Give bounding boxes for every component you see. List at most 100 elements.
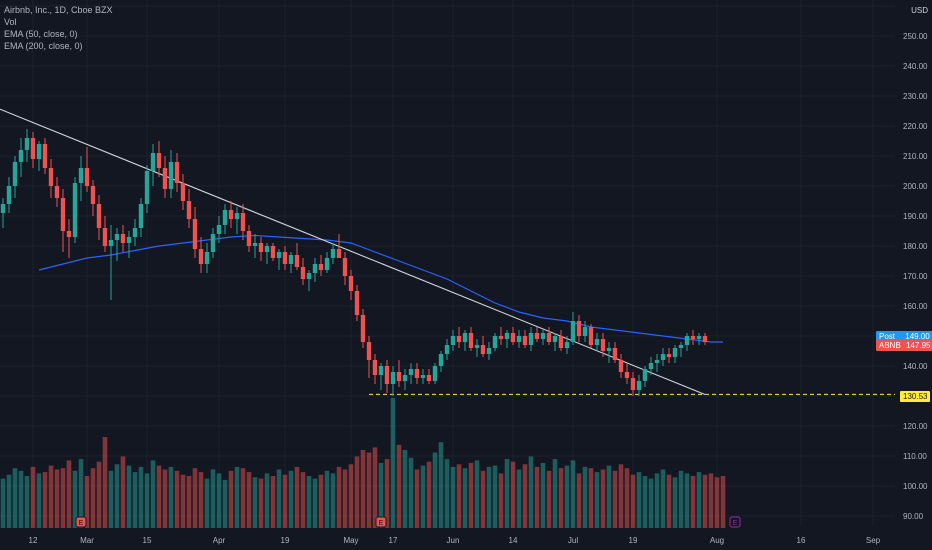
volume-bar <box>606 465 612 528</box>
candle <box>306 270 312 291</box>
candle-body <box>504 333 510 339</box>
candle <box>630 372 636 396</box>
candle <box>246 225 252 252</box>
time-tick-label: Mar <box>80 536 94 545</box>
price-tick-label: 250.00 <box>903 32 928 41</box>
candle <box>48 159 54 198</box>
volume-bar <box>96 461 102 528</box>
candle <box>336 234 342 258</box>
candle-body <box>330 249 336 258</box>
candle-body <box>702 336 708 342</box>
volume-bar <box>684 473 690 528</box>
volume-bar <box>324 470 330 528</box>
volume-bar <box>618 464 624 528</box>
candle <box>636 375 642 396</box>
candle-body <box>666 354 672 357</box>
volume-bar <box>288 470 294 528</box>
price-axis[interactable]: 250.00 240.00 230.00 220.00 210.00 200.00 190.… <box>895 0 932 550</box>
volume-bar <box>486 466 492 528</box>
time-axis[interactable]: 12Mar15Apr19May17Jun14Jul19Aug16Sep20 <box>0 530 932 550</box>
candle <box>156 141 162 177</box>
volume-bar <box>444 459 450 528</box>
volume-bar <box>558 468 564 528</box>
candle <box>522 330 528 348</box>
candle-body <box>630 378 636 390</box>
legend-ema200[interactable]: EMA (200, close, 0) <box>4 41 83 51</box>
price-tick-label: 190.00 <box>903 212 928 221</box>
candle-body <box>426 375 432 381</box>
support-price-tag: 130.53 <box>900 391 931 402</box>
candle-body <box>246 231 252 246</box>
candle-body <box>102 228 108 246</box>
candle-body <box>336 249 342 258</box>
candle <box>468 327 474 351</box>
volume-bar <box>126 465 132 528</box>
candle-body <box>468 333 474 348</box>
candle <box>642 366 648 387</box>
candle-body <box>516 336 522 342</box>
candle <box>678 342 684 357</box>
candle <box>408 363 414 384</box>
candle <box>444 339 450 360</box>
legend-vol[interactable]: Vol <box>4 17 17 27</box>
candle <box>186 189 192 228</box>
candle <box>546 327 552 345</box>
volume-bar <box>348 464 354 528</box>
candle-body <box>24 138 30 150</box>
volume-bar <box>84 476 90 528</box>
candle-body <box>456 336 462 342</box>
candle-body <box>42 144 48 168</box>
candle <box>180 174 186 210</box>
candle <box>252 234 258 258</box>
candle-body <box>144 171 150 204</box>
volume-bar <box>72 470 78 528</box>
candle <box>594 333 600 351</box>
volume-bar <box>420 465 426 528</box>
volume-bar <box>396 444 402 528</box>
symbol-title[interactable]: Airbnb, Inc., 1D, Cboe BZX <box>4 5 113 15</box>
candle <box>318 255 324 276</box>
volume-bar <box>540 463 546 528</box>
candle <box>138 198 144 237</box>
legend-ema50[interactable]: EMA (50, close, 0) <box>4 29 78 39</box>
candle-body <box>192 219 198 249</box>
trendline[interactable] <box>0 108 706 396</box>
volume-bar <box>42 472 48 528</box>
volume-bar <box>342 469 348 528</box>
volume-bar <box>612 470 618 528</box>
time-tick-label: 19 <box>629 536 638 545</box>
candle-body <box>60 198 66 231</box>
candle-body <box>678 345 684 348</box>
time-tick-label: 12 <box>29 536 38 545</box>
volume-bar <box>642 476 648 528</box>
price-tick-label: 240.00 <box>903 62 928 71</box>
volume-bar <box>270 476 276 528</box>
volume-bar <box>438 442 444 528</box>
price-tick-label: 170.00 <box>903 272 928 281</box>
volume-bar <box>588 468 594 528</box>
candle <box>504 330 510 348</box>
candle-body <box>420 375 426 378</box>
candle <box>90 180 96 216</box>
candle <box>150 144 156 186</box>
candle <box>492 333 498 351</box>
volume-bar <box>528 456 534 528</box>
candle <box>558 330 564 351</box>
candle <box>450 330 456 351</box>
support-value: 130.53 <box>903 392 928 401</box>
candle <box>696 333 702 345</box>
volume-bar <box>276 469 282 528</box>
candle <box>540 330 546 345</box>
candle-body <box>474 345 480 348</box>
candle-body <box>348 276 354 291</box>
candle <box>216 216 222 243</box>
candle-body <box>18 150 24 162</box>
candle <box>432 363 438 384</box>
volume-bar <box>336 466 342 528</box>
candle-body <box>432 366 438 381</box>
volume-bar <box>24 476 30 528</box>
candle-body <box>186 201 192 219</box>
candle <box>198 237 204 273</box>
candle-body <box>168 162 174 189</box>
